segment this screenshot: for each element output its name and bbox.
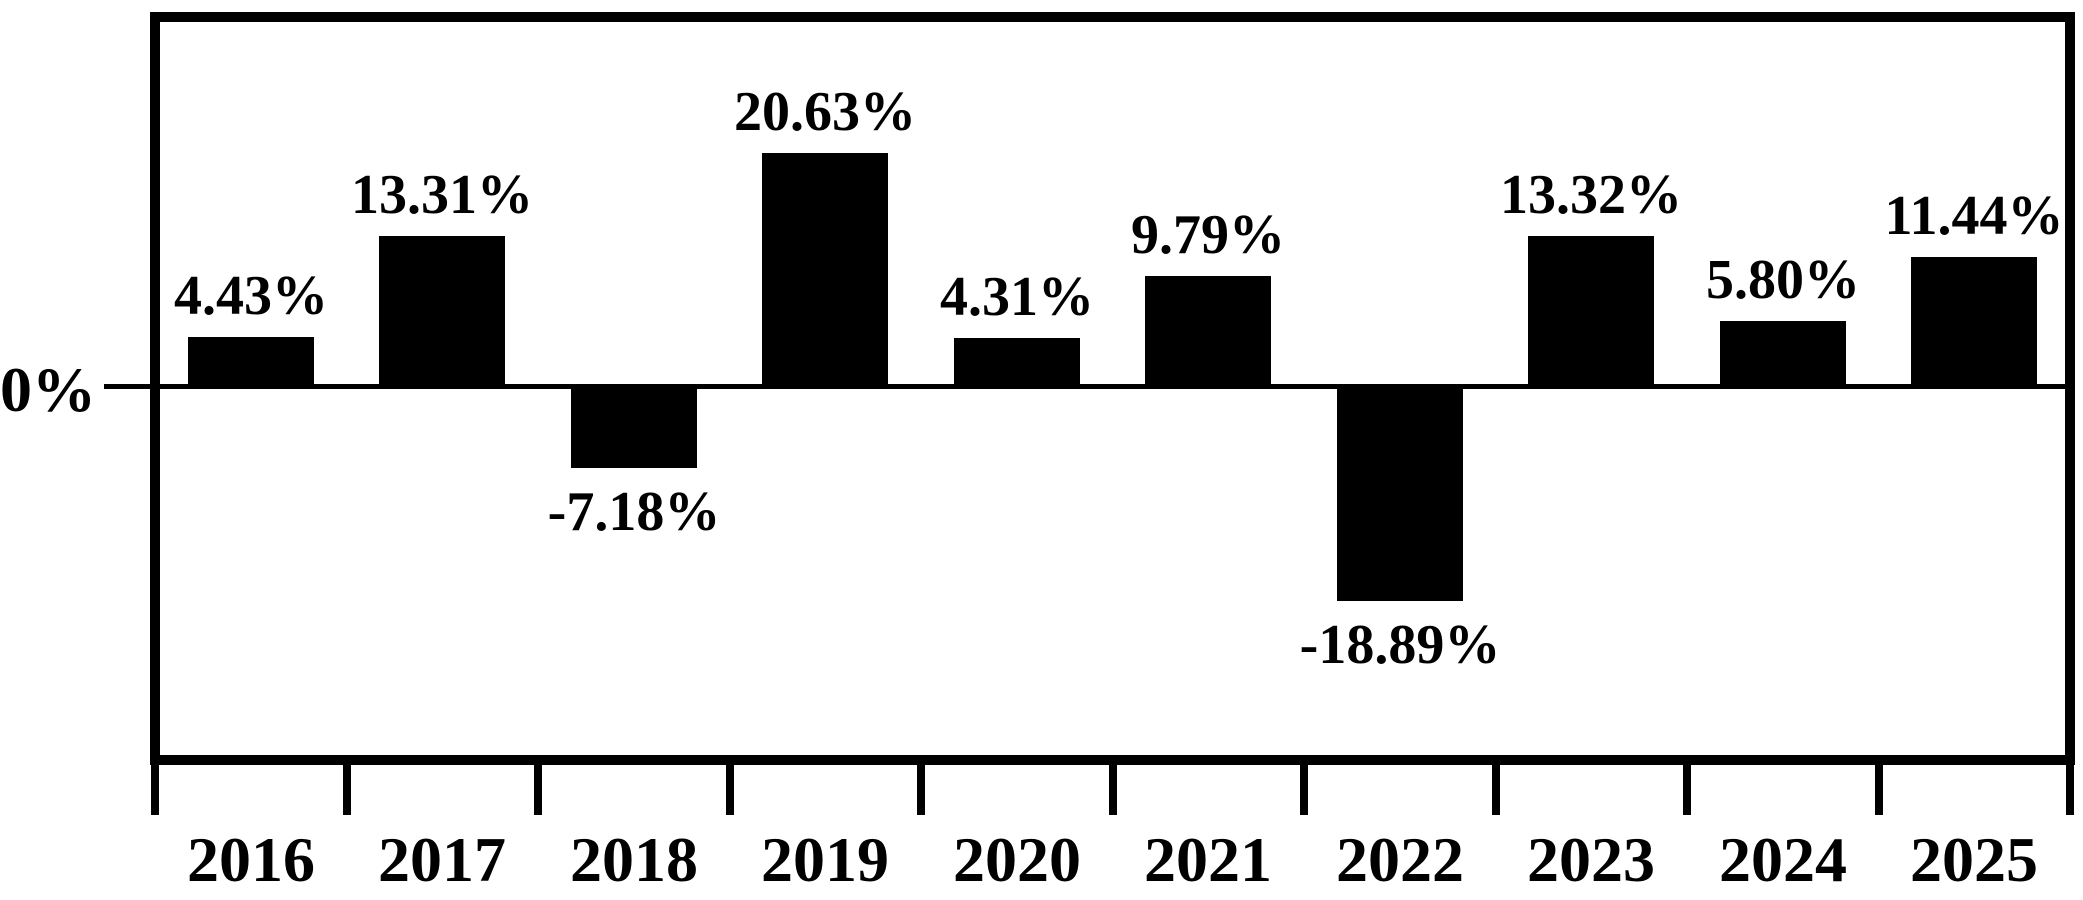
bar: [188, 337, 314, 389]
x-axis-label: 2025: [1910, 824, 2038, 895]
x-axis-tick: [343, 760, 351, 815]
bar-value-label: 4.43%: [174, 265, 328, 327]
x-axis-tick: [151, 760, 159, 815]
bar: [1145, 276, 1271, 389]
bar: [1337, 387, 1463, 601]
bar-value-label: 4.31%: [940, 266, 1094, 328]
x-axis-tick: [1875, 760, 1883, 815]
y-axis-zero-label: 0%: [0, 354, 96, 425]
x-axis-label: 2020: [953, 824, 1081, 895]
bar-value-label: 5.80%: [1706, 249, 1860, 311]
x-axis-tick: [726, 760, 734, 815]
bar: [571, 387, 697, 468]
plot-area-border: [150, 12, 2075, 765]
x-axis-label: 2021: [1144, 824, 1272, 895]
bar: [1911, 257, 2037, 389]
bar-value-label: -7.18%: [547, 481, 721, 543]
bar: [379, 236, 505, 389]
bar-value-label: 20.63%: [734, 81, 916, 143]
x-axis-label: 2022: [1336, 824, 1464, 895]
x-axis-tick: [1109, 760, 1117, 815]
bar-value-label: 13.31%: [351, 164, 533, 226]
x-axis-tick: [1492, 760, 1500, 815]
bar-value-label: -18.89%: [1299, 614, 1501, 676]
x-axis-tick: [1300, 760, 1308, 815]
x-axis-tick: [2066, 760, 2074, 815]
x-axis-label: 2017: [378, 824, 506, 895]
bar: [954, 338, 1080, 389]
x-axis-label: 2023: [1527, 824, 1655, 895]
x-axis-label: 2024: [1719, 824, 1847, 895]
bar: [762, 153, 888, 389]
bar-value-label: 11.44%: [1884, 185, 2064, 247]
x-axis-tick: [1683, 760, 1691, 815]
y-axis-zero-tick: [104, 384, 150, 389]
x-axis-label: 2019: [761, 824, 889, 895]
bar-value-label: 9.79%: [1131, 204, 1285, 266]
bar: [1720, 321, 1846, 389]
zero-baseline: [150, 384, 2075, 389]
x-axis-tick: [917, 760, 925, 815]
x-axis-label: 2016: [187, 824, 315, 895]
x-axis-tick: [534, 760, 542, 815]
bar-value-label: 13.32%: [1500, 164, 1682, 226]
x-axis-label: 2018: [570, 824, 698, 895]
bar: [1528, 236, 1654, 389]
